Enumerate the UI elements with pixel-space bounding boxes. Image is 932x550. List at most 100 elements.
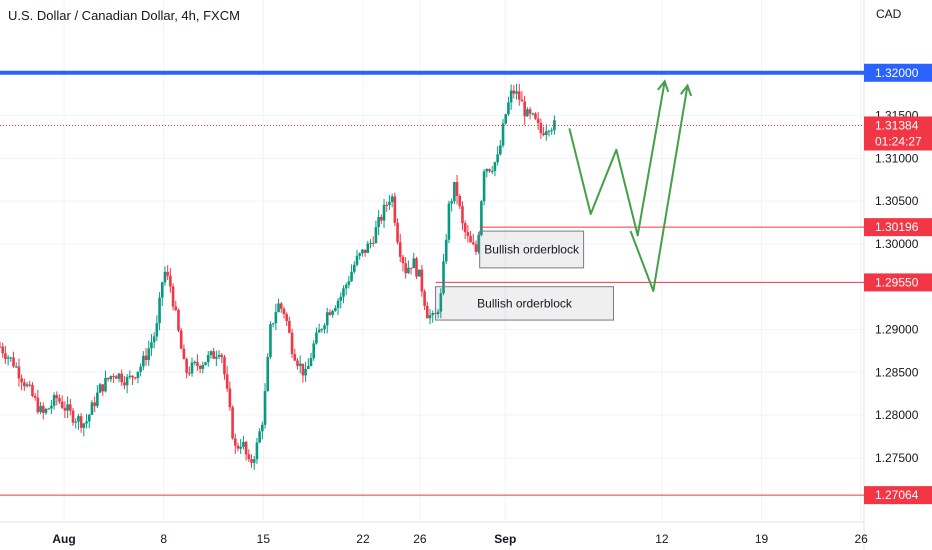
candle: [325, 307, 329, 334]
candle-body: [279, 303, 283, 309]
candle: [401, 254, 405, 272]
candle-body: [58, 398, 61, 402]
candle: [450, 198, 453, 212]
candle: [171, 283, 175, 311]
candle: [507, 96, 510, 116]
candle: [60, 395, 64, 409]
candle: [177, 308, 180, 333]
x-tick-label: 22: [356, 532, 370, 546]
candle: [447, 200, 451, 244]
candle-body: [74, 421, 78, 423]
candle-body: [377, 216, 380, 228]
candle: [363, 249, 367, 257]
candle-body: [231, 407, 234, 439]
price-axis[interactable]: 1.315001.310001.305001.300001.290001.285…: [875, 109, 919, 465]
candle: [309, 352, 313, 367]
candle: [323, 323, 326, 334]
candle-body: [128, 375, 132, 377]
candle: [509, 84, 513, 110]
projection-paths: [568, 79, 693, 292]
candle: [477, 231, 480, 255]
candle: [4, 345, 7, 364]
candle: [23, 378, 26, 391]
candle: [553, 115, 556, 135]
candle-body: [258, 431, 261, 443]
candle-body: [512, 90, 516, 94]
candle-body: [539, 123, 543, 134]
orderblock-label: Bullish orderblock: [484, 242, 580, 256]
candle: [106, 377, 110, 382]
candle-body: [307, 365, 310, 369]
time-axis[interactable]: Aug 8 15 22 26 Sep 12 19 26: [52, 532, 868, 546]
candle: [25, 382, 29, 388]
candle: [231, 405, 234, 440]
candle-body: [150, 342, 153, 349]
candle: [534, 112, 537, 120]
candle-body: [4, 353, 7, 359]
candle-body: [515, 91, 518, 94]
candle: [179, 327, 183, 349]
candle: [96, 385, 99, 409]
candle-body: [390, 196, 394, 202]
candle: [250, 454, 253, 468]
candle-body: [352, 264, 356, 272]
candle-body: [82, 423, 86, 428]
candle-body: [382, 204, 386, 221]
candle-body: [169, 275, 172, 287]
candle-body: [531, 113, 535, 115]
candle: [239, 439, 242, 454]
candle: [471, 233, 475, 246]
candle: [296, 357, 299, 370]
candle-body: [466, 232, 470, 237]
candle-body: [41, 405, 45, 413]
candle: [104, 370, 107, 393]
candle: [244, 440, 248, 461]
candle-body: [412, 258, 416, 269]
candle: [512, 84, 516, 99]
candle: [466, 224, 470, 243]
candle-body: [342, 288, 345, 297]
orderblock-zone: Bullish orderblock: [479, 230, 585, 269]
candle: [58, 394, 61, 404]
candle-body: [44, 409, 48, 413]
candle-body: [493, 162, 497, 172]
candle-body: [223, 356, 226, 375]
candle: [463, 220, 467, 240]
candle-body: [247, 454, 251, 460]
projection-arrowhead: [679, 83, 693, 97]
candle-body: [453, 181, 456, 202]
candle: [247, 449, 251, 462]
candle: [212, 347, 215, 360]
candle-body: [112, 376, 115, 378]
level-label-text: 1.30196: [875, 220, 919, 234]
candle-body: [142, 355, 145, 367]
candle: [293, 348, 297, 362]
candle: [420, 264, 424, 297]
candle: [301, 363, 305, 383]
candle-body: [144, 355, 148, 361]
candle: [352, 261, 356, 274]
candle-body: [166, 271, 169, 276]
candle: [269, 321, 272, 360]
candle: [17, 358, 21, 387]
candle: [499, 140, 502, 156]
candle-body: [63, 407, 67, 411]
candle: [166, 265, 169, 281]
candle: [285, 312, 288, 327]
candle-body: [209, 351, 213, 356]
candle: [388, 195, 391, 210]
candle: [12, 351, 15, 368]
candle-body: [501, 123, 505, 146]
candle: [528, 106, 532, 120]
candle: [204, 362, 207, 366]
candle-body: [31, 385, 34, 396]
candle: [188, 366, 191, 376]
candle-body: [158, 297, 161, 324]
candle-body: [393, 196, 397, 223]
candle-body: [60, 401, 64, 408]
candle-body: [36, 397, 40, 413]
y-tick-label: 1.28000: [875, 408, 919, 422]
candle: [136, 371, 140, 384]
candle-body: [355, 255, 359, 265]
